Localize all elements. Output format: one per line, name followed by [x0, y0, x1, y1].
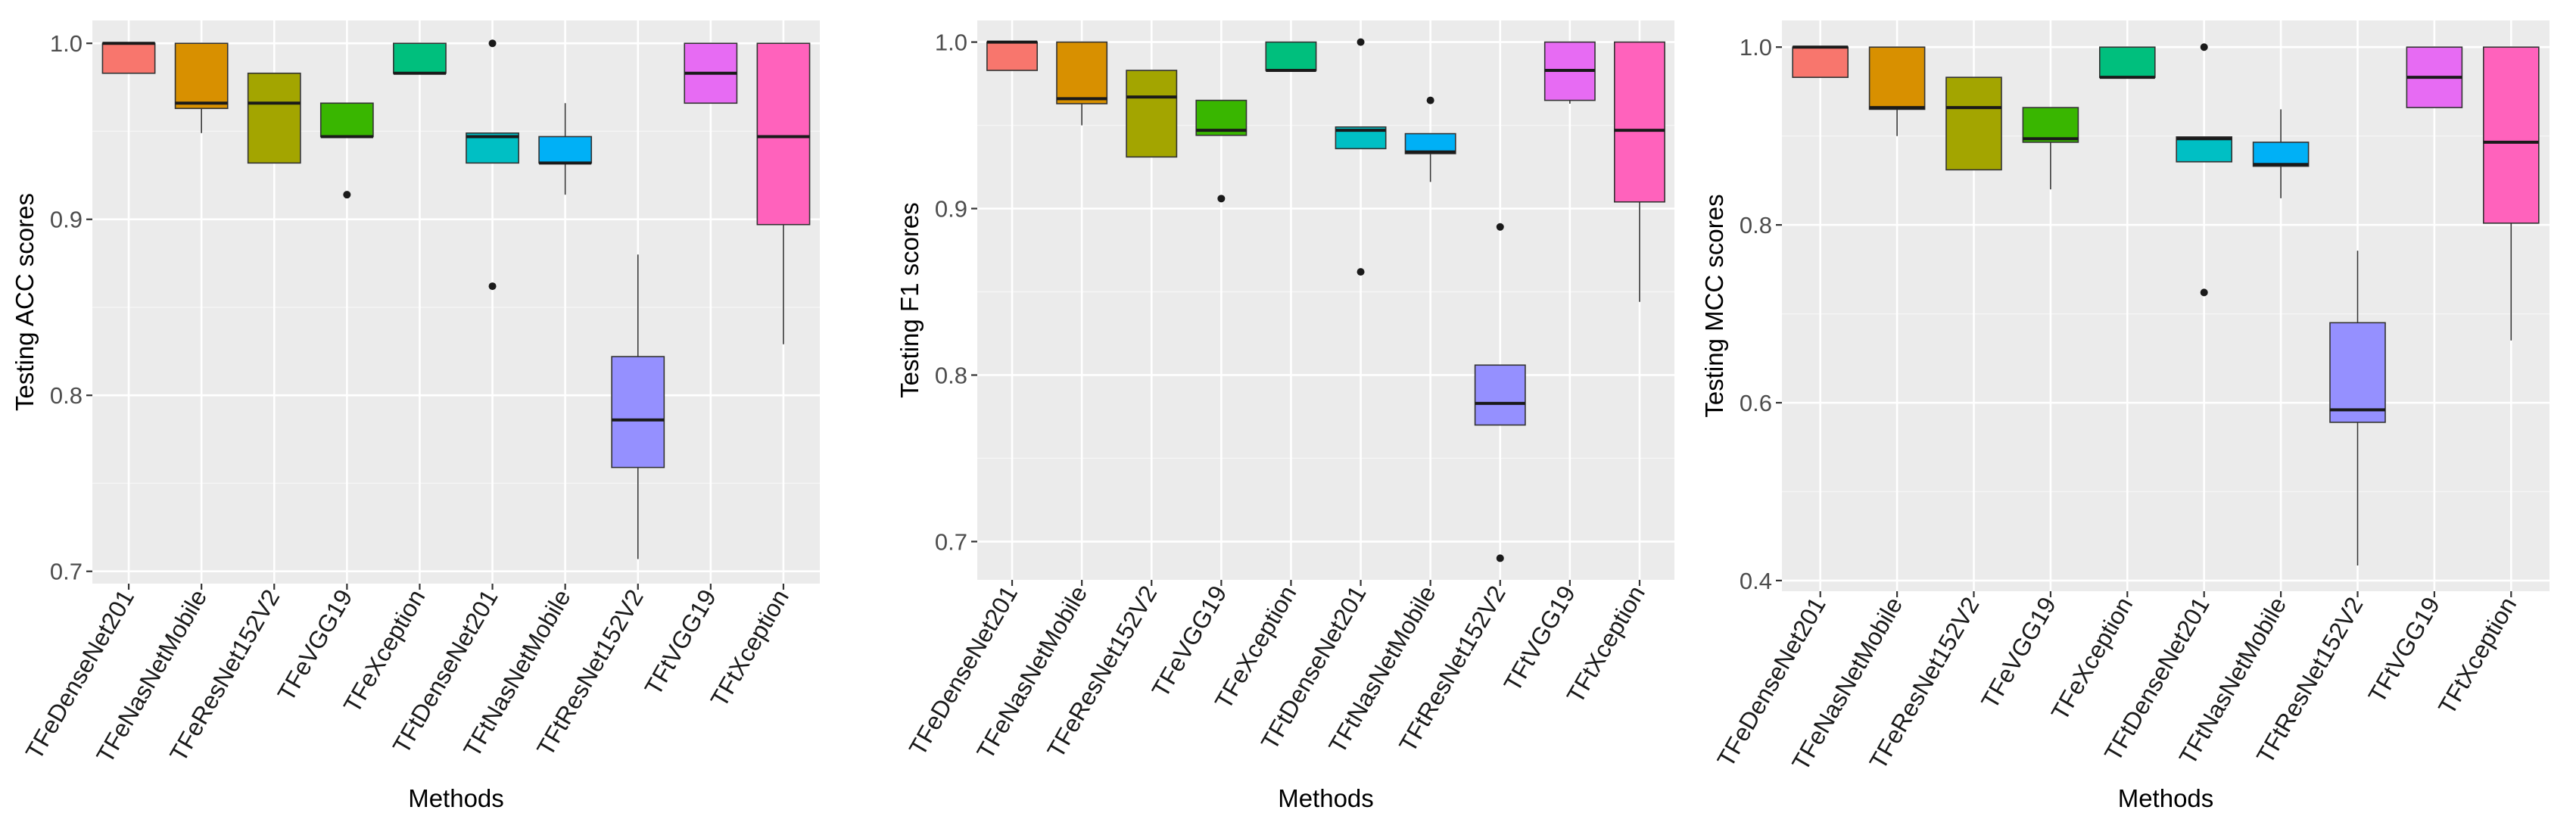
box-TFtNasNetMobile — [1404, 96, 1456, 182]
box-TFeResNet152V2 — [1945, 76, 2002, 171]
box-TFtVGG19 — [2406, 46, 2463, 108]
outlier-point — [1426, 96, 1434, 104]
box-iqr — [1792, 46, 1849, 78]
box-iqr — [101, 42, 156, 74]
chart-panel-1: 0.70.80.91.0TFeDenseNet201TFeNasNetMobil… — [11, 20, 820, 812]
x-tick-label: TFeVGG19 — [272, 585, 357, 706]
y-tick-label: 0.7 — [50, 559, 83, 585]
y-axis-title: Testing F1 scores — [896, 202, 924, 398]
x-tick-label: TFtVGG19 — [1498, 581, 1581, 696]
box-iqr — [1613, 41, 1665, 203]
y-axis-title: Testing ACC scores — [11, 193, 39, 411]
box-iqr — [2098, 46, 2156, 78]
box-TFtXception — [2482, 46, 2540, 341]
y-tick-label: 0.8 — [1740, 212, 1772, 238]
y-tick-label: 0.4 — [1740, 568, 1772, 594]
box-TFeVGG19 — [319, 102, 374, 199]
box-TFeXception — [1265, 41, 1317, 72]
box-TFeResNet152V2 — [247, 72, 301, 164]
box-TFtVGG19 — [1543, 41, 1596, 104]
box-TFeXception — [393, 42, 447, 75]
box-TFtDenseNet201 — [2176, 43, 2233, 297]
box-iqr — [611, 356, 665, 469]
plot-background — [977, 20, 1674, 580]
box-TFeNasNetMobile — [174, 42, 229, 133]
x-tick-label: TFeVGG19 — [1976, 593, 2061, 714]
chart-panel-2: 0.70.80.91.0TFeDenseNet201TFeNasNetMobil… — [896, 20, 1674, 812]
y-tick-label: 0.8 — [50, 382, 83, 409]
outlier-point — [343, 191, 351, 199]
box-TFtResNet152V2 — [2329, 251, 2386, 565]
plot-background — [92, 20, 820, 584]
box-TFeVGG19 — [2022, 107, 2079, 190]
box-iqr — [1056, 41, 1108, 104]
y-tick-label: 0.9 — [935, 196, 967, 223]
x-tick-label: TFtXception — [2433, 593, 2521, 719]
box-iqr — [756, 42, 811, 226]
x-tick-label: TFtVGG19 — [639, 585, 721, 700]
x-tick-label: TFtXception — [706, 585, 794, 712]
box-TFtVGG19 — [684, 42, 738, 104]
x-axis-title: Methods — [2118, 784, 2214, 812]
box-iqr — [174, 42, 229, 110]
y-tick-label: 0.8 — [935, 362, 967, 388]
outlier-point — [488, 39, 497, 48]
y-tick-label: 0.7 — [935, 528, 967, 555]
box-TFeVGG19 — [1195, 99, 1248, 203]
box-TFeNasNetMobile — [1056, 41, 1108, 126]
box-iqr — [986, 41, 1039, 71]
box-TFeDenseNet201 — [101, 42, 156, 74]
box-iqr — [538, 136, 593, 164]
box-iqr — [247, 72, 301, 164]
chart-panel-3: 0.40.60.81.0TFeDenseNet201TFeNasNetMobil… — [1700, 20, 2550, 812]
outlier-point — [1357, 38, 1365, 46]
box-iqr — [2329, 322, 2386, 423]
box-iqr — [2022, 107, 2079, 143]
y-axis-title: Testing MCC scores — [1700, 194, 1728, 417]
box-TFtDenseNet201 — [466, 39, 519, 291]
x-tick-label: TFeXception — [2045, 593, 2138, 725]
y-tick-label: 0.6 — [1740, 390, 1772, 416]
plot-background — [1782, 20, 2550, 591]
outlier-point — [2200, 43, 2208, 51]
box-iqr — [2252, 142, 2310, 167]
box-iqr — [2482, 46, 2540, 224]
box-iqr — [1126, 70, 1178, 158]
outlier-point — [1357, 268, 1365, 276]
outlier-point — [2200, 288, 2208, 297]
y-tick-label: 0.9 — [50, 207, 83, 233]
y-tick-label: 1.0 — [1740, 34, 1772, 61]
box-TFtXception — [1613, 41, 1665, 302]
box-TFeDenseNet201 — [986, 40, 1039, 71]
box-TFtResNet152V2 — [611, 254, 665, 559]
box-iqr — [2176, 136, 2233, 163]
box-iqr — [1474, 364, 1526, 426]
outlier-point — [488, 282, 497, 291]
outlier-point — [1217, 195, 1226, 203]
box-iqr — [1868, 46, 1926, 111]
box-TFeResNet152V2 — [1126, 70, 1178, 158]
box-TFeNasNetMobile — [1868, 46, 1926, 136]
box-TFeDenseNet201 — [1792, 45, 1849, 78]
box-TFtXception — [756, 42, 811, 344]
box-TFtResNet152V2 — [1474, 223, 1526, 562]
box-iqr — [1404, 132, 1456, 154]
box-iqr — [1265, 41, 1317, 71]
y-tick-label: 1.0 — [935, 30, 967, 56]
box-iqr — [393, 42, 447, 74]
x-axis-title: Methods — [408, 784, 504, 812]
box-TFtNasNetMobile — [2252, 109, 2310, 198]
y-tick-label: 1.0 — [50, 30, 83, 57]
outlier-point — [1496, 554, 1504, 562]
x-tick-label: TFtVGG19 — [2363, 593, 2445, 708]
box-iqr — [1945, 76, 2002, 171]
x-axis-title: Methods — [1278, 784, 1374, 812]
box-TFtDenseNet201 — [1335, 38, 1387, 276]
box-iqr — [319, 102, 374, 138]
box-TFeXception — [2098, 46, 2156, 79]
box-TFtNasNetMobile — [538, 103, 593, 195]
outlier-point — [1496, 223, 1504, 231]
